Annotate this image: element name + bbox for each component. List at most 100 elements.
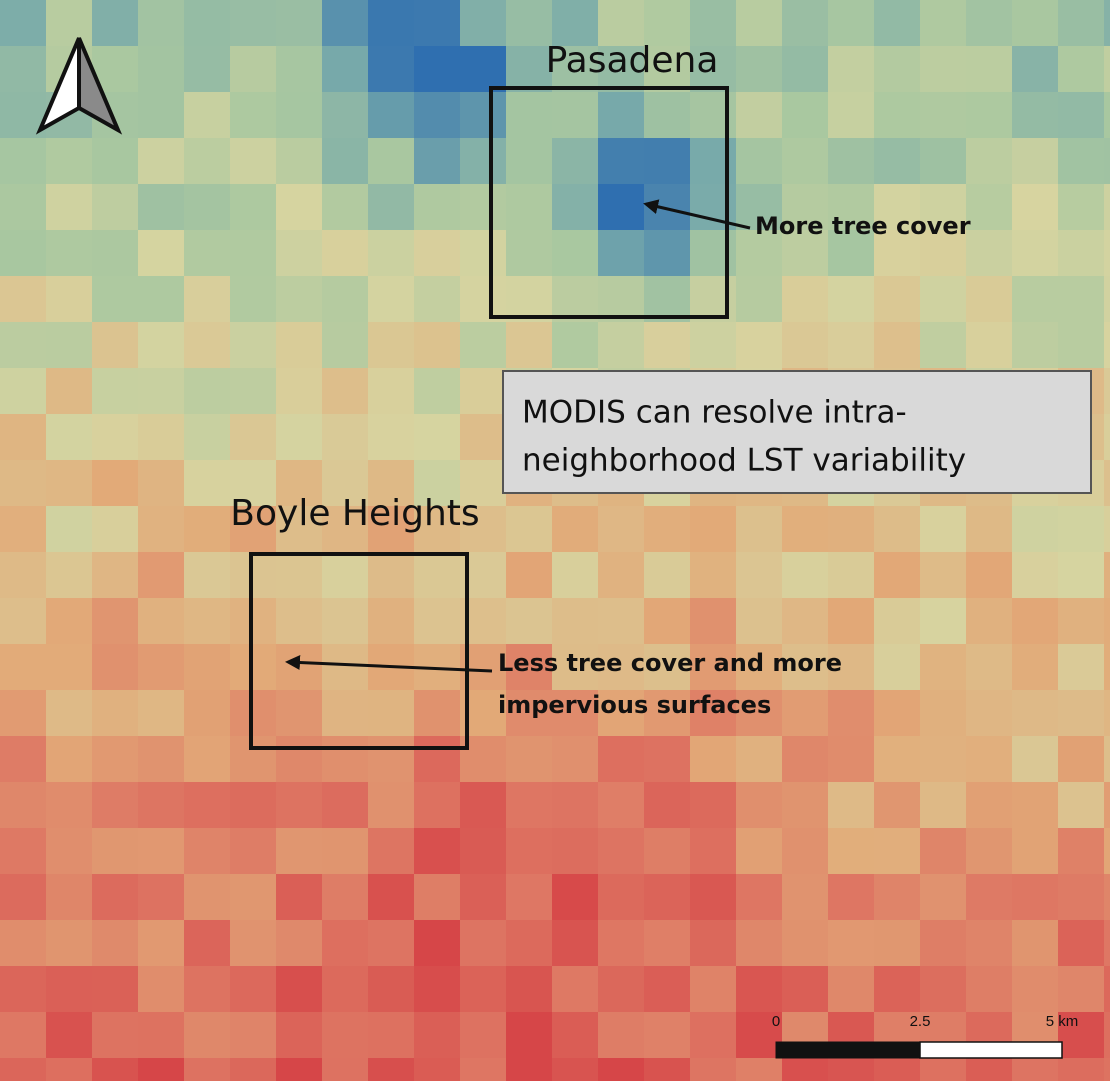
raster-cell xyxy=(506,506,553,553)
raster-cell xyxy=(460,0,507,47)
raster-cell xyxy=(1012,966,1059,1013)
raster-cell xyxy=(138,690,185,737)
raster-cell xyxy=(828,46,875,93)
raster-cell xyxy=(598,874,645,921)
raster-cell xyxy=(552,138,599,185)
raster-cell xyxy=(184,138,231,185)
pasadena-box xyxy=(489,86,729,319)
raster-cell xyxy=(1058,782,1105,829)
raster-cell xyxy=(690,552,737,599)
raster-cell xyxy=(46,368,93,415)
raster-cell xyxy=(460,920,507,967)
raster-cell xyxy=(276,828,323,875)
raster-cell xyxy=(736,644,783,691)
raster-cell xyxy=(874,874,921,921)
raster-cell xyxy=(782,1058,829,1081)
raster-cell xyxy=(966,46,1013,93)
raster-cell xyxy=(874,690,921,737)
raster-cell xyxy=(276,736,323,783)
raster-cell xyxy=(598,920,645,967)
raster-cell xyxy=(414,414,461,461)
raster-cell xyxy=(598,1058,645,1081)
raster-cell xyxy=(1012,46,1059,93)
raster-cell xyxy=(276,414,323,461)
raster-cell xyxy=(782,276,829,323)
raster-cell xyxy=(920,322,967,369)
raster-cell xyxy=(644,690,691,737)
raster-cell xyxy=(644,552,691,599)
raster-cell xyxy=(506,598,553,645)
raster-cell xyxy=(230,0,277,47)
raster-cell xyxy=(1104,920,1110,967)
arrow xyxy=(643,199,751,230)
raster-cell xyxy=(782,966,829,1013)
raster-cell xyxy=(920,0,967,47)
raster-cell xyxy=(598,644,645,691)
raster-cell xyxy=(736,690,783,737)
raster-cell xyxy=(368,1058,415,1081)
raster-cell xyxy=(1104,874,1110,921)
raster-cell xyxy=(966,552,1013,599)
raster-cell xyxy=(276,1012,323,1059)
raster-cell xyxy=(1104,460,1110,507)
raster-cell xyxy=(736,966,783,1013)
raster-cell xyxy=(414,736,461,783)
raster-cell xyxy=(276,782,323,829)
raster-cell xyxy=(782,782,829,829)
raster-cell xyxy=(828,874,875,921)
raster-cell xyxy=(368,506,415,553)
raster-cell xyxy=(368,276,415,323)
raster-cell xyxy=(138,368,185,415)
raster-cell xyxy=(230,460,277,507)
raster-cell xyxy=(230,276,277,323)
raster-cell xyxy=(414,782,461,829)
raster-cell xyxy=(368,1012,415,1059)
raster-cell xyxy=(874,92,921,139)
raster-cell xyxy=(644,138,691,185)
raster-cell xyxy=(230,598,277,645)
raster-cell xyxy=(1012,690,1059,737)
raster-cell xyxy=(736,736,783,783)
raster-cell xyxy=(736,138,783,185)
raster-cell xyxy=(874,736,921,783)
raster-cell xyxy=(460,46,507,93)
raster-cell xyxy=(690,874,737,921)
raster-cell xyxy=(644,92,691,139)
raster-cell xyxy=(368,874,415,921)
raster-cell xyxy=(1104,736,1110,783)
raster-cell xyxy=(828,920,875,967)
raster-cell xyxy=(322,414,369,461)
raster-cell xyxy=(506,1058,553,1081)
raster-cell xyxy=(460,184,507,231)
raster-cell xyxy=(460,138,507,185)
raster-cell xyxy=(644,230,691,277)
arrow xyxy=(285,655,493,673)
raster-cell xyxy=(506,782,553,829)
raster-cell xyxy=(644,874,691,921)
raster-cell xyxy=(1104,966,1110,1013)
raster-cell xyxy=(598,184,645,231)
raster-cell xyxy=(184,276,231,323)
raster-cell xyxy=(782,92,829,139)
raster-cell xyxy=(276,138,323,185)
raster-cell xyxy=(920,828,967,875)
raster-cell xyxy=(644,506,691,553)
raster-cell xyxy=(506,828,553,875)
raster-cell xyxy=(184,828,231,875)
raster-cell xyxy=(414,966,461,1013)
raster-cell xyxy=(92,414,139,461)
raster-cell xyxy=(598,828,645,875)
north-arrow-shade xyxy=(77,37,123,135)
raster-cell xyxy=(0,230,47,277)
raster-cell xyxy=(1104,598,1110,645)
raster-cell xyxy=(874,920,921,967)
raster-cell xyxy=(966,874,1013,921)
raster-cell xyxy=(46,138,93,185)
raster-cell xyxy=(276,644,323,691)
raster-cell xyxy=(368,598,415,645)
raster-cell xyxy=(920,184,967,231)
raster-cell xyxy=(1058,138,1105,185)
raster-cell xyxy=(874,0,921,47)
raster-cell xyxy=(138,1012,185,1059)
raster-cell xyxy=(460,1058,507,1081)
